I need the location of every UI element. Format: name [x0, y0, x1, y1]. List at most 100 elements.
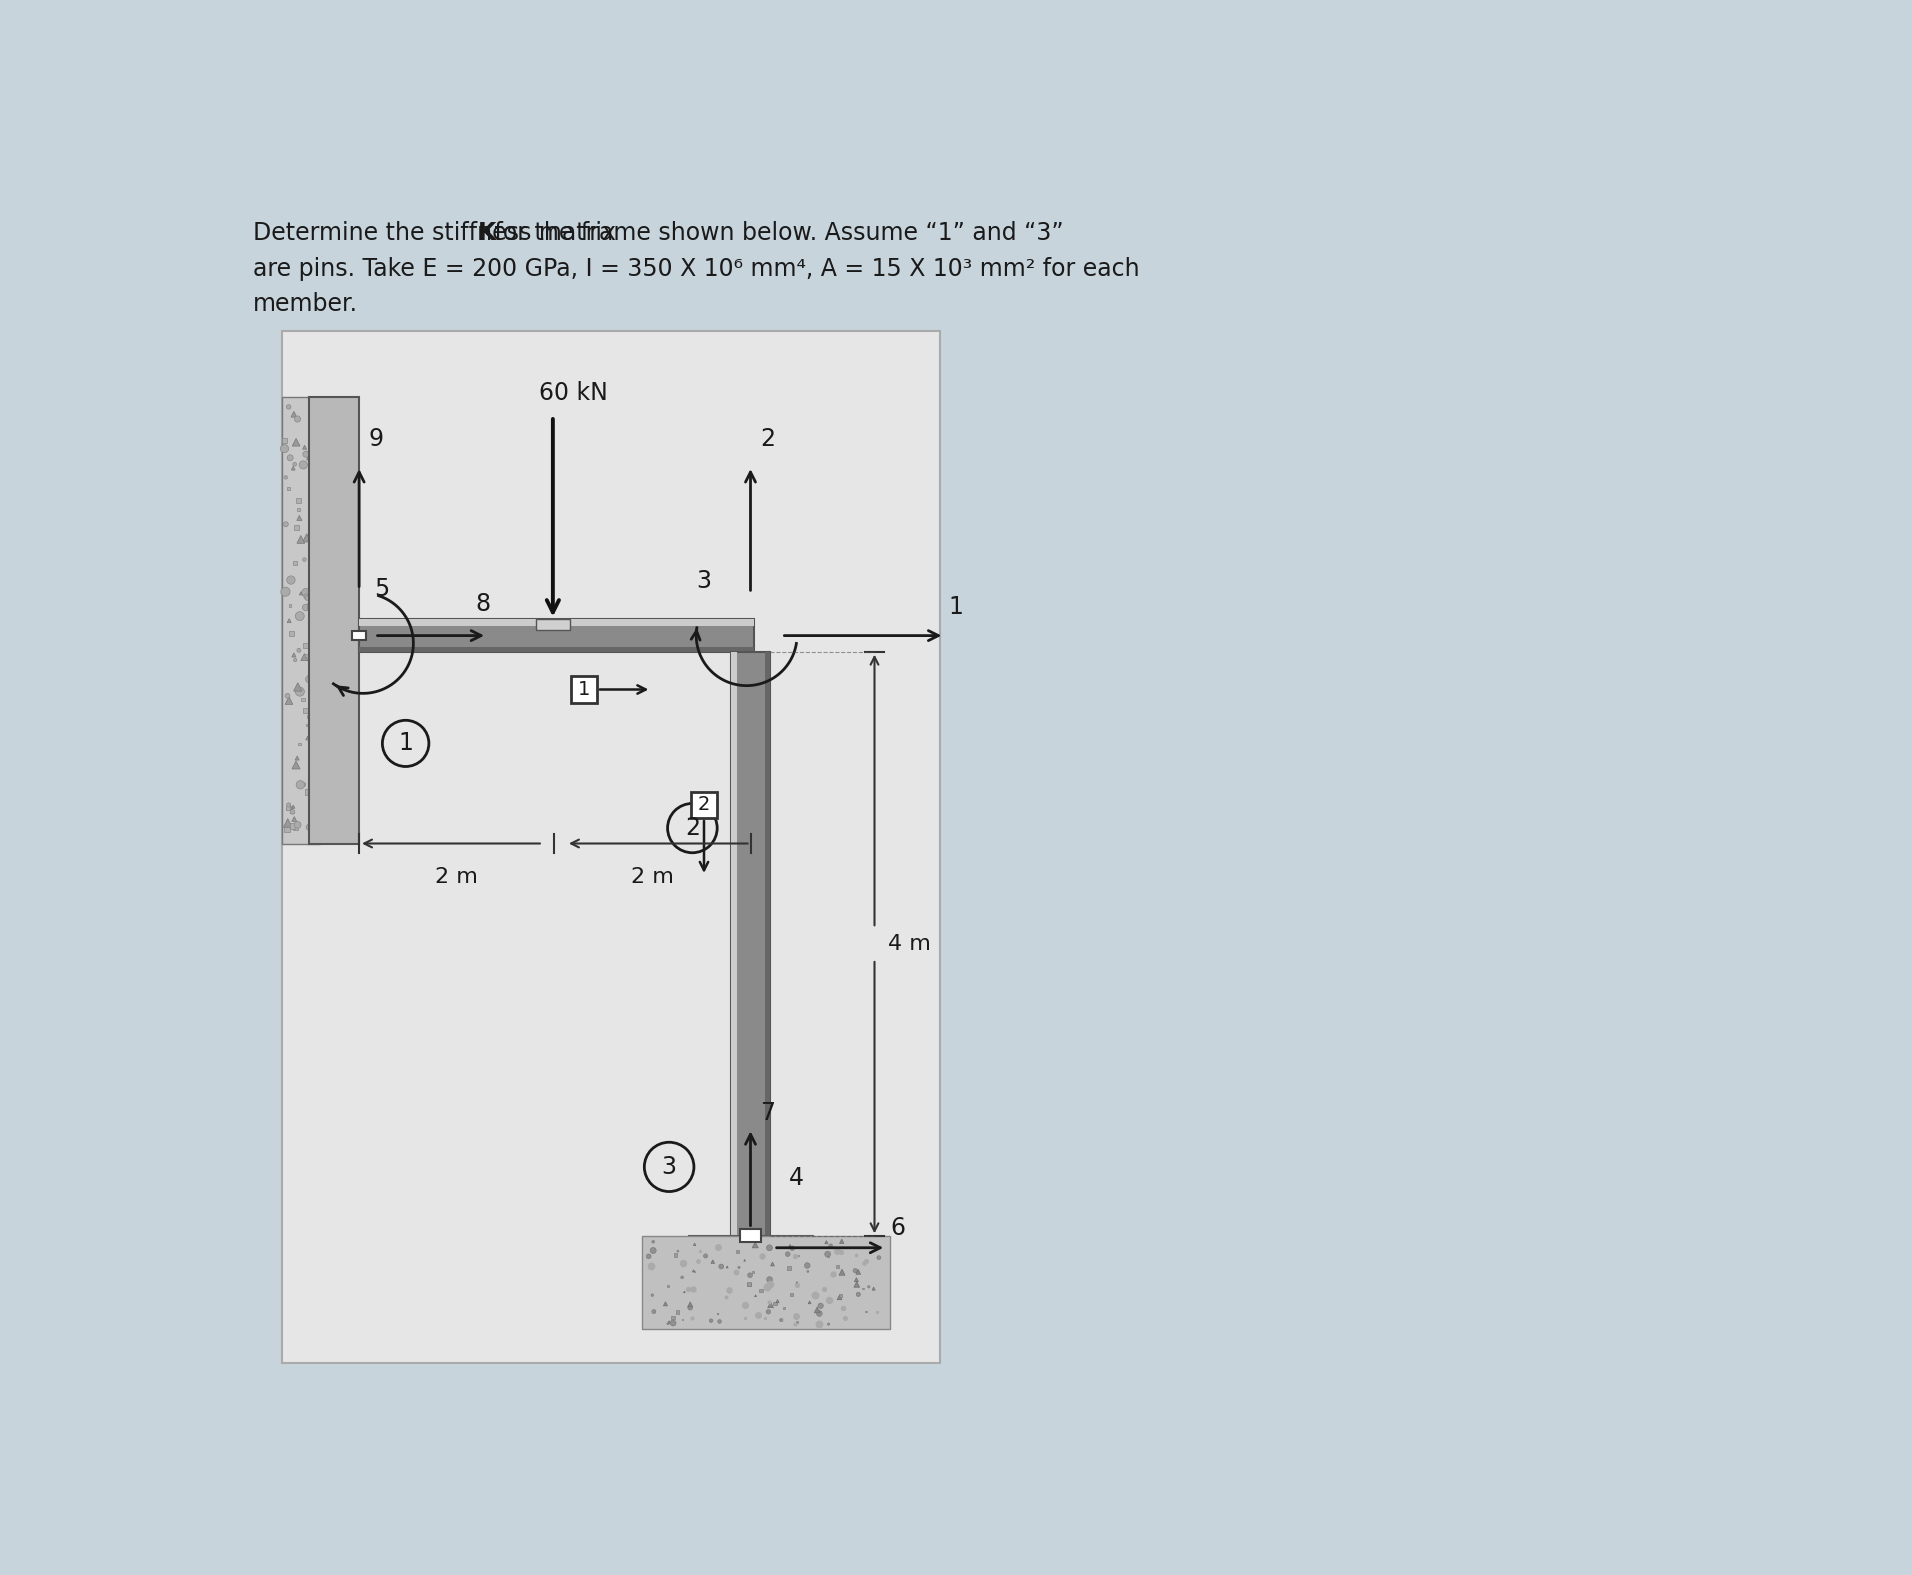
Circle shape — [853, 1268, 857, 1273]
Polygon shape — [293, 816, 296, 822]
Circle shape — [302, 589, 310, 597]
Text: 5: 5 — [375, 576, 390, 602]
Bar — [308, 397, 359, 844]
Text: 7: 7 — [759, 1101, 774, 1125]
Circle shape — [652, 1309, 656, 1314]
Polygon shape — [293, 761, 300, 769]
Circle shape — [298, 461, 308, 469]
Polygon shape — [839, 1240, 843, 1244]
Polygon shape — [291, 466, 294, 469]
Bar — [688, 1236, 813, 1266]
Text: 8: 8 — [476, 592, 491, 616]
Polygon shape — [283, 819, 293, 827]
Bar — [306, 715, 310, 718]
Circle shape — [652, 1241, 654, 1243]
Bar — [690, 792, 717, 817]
Circle shape — [306, 824, 312, 830]
Polygon shape — [293, 654, 296, 657]
Circle shape — [294, 687, 304, 696]
Polygon shape — [291, 810, 294, 814]
Bar — [312, 460, 315, 465]
Polygon shape — [837, 1295, 841, 1299]
Circle shape — [767, 1277, 772, 1282]
Polygon shape — [809, 1301, 811, 1304]
Polygon shape — [294, 682, 302, 691]
Circle shape — [287, 405, 291, 410]
Circle shape — [285, 693, 291, 698]
Bar — [352, 632, 365, 639]
Polygon shape — [663, 1301, 667, 1306]
Polygon shape — [306, 454, 312, 460]
Circle shape — [291, 810, 294, 814]
Circle shape — [816, 1310, 822, 1317]
Circle shape — [717, 1320, 721, 1323]
Circle shape — [669, 1320, 677, 1326]
Polygon shape — [824, 1241, 828, 1244]
Text: for the frame shown below. Assume “1” and “3”: for the frame shown below. Assume “1” an… — [488, 222, 1063, 246]
Text: 2 m: 2 m — [631, 866, 673, 887]
Bar — [359, 619, 755, 625]
Polygon shape — [293, 438, 300, 446]
Polygon shape — [291, 411, 296, 417]
Bar — [294, 524, 298, 529]
Circle shape — [688, 1306, 692, 1310]
Circle shape — [296, 649, 300, 652]
Bar — [748, 1282, 751, 1287]
Bar — [293, 561, 296, 565]
Circle shape — [287, 455, 293, 461]
Polygon shape — [694, 1243, 696, 1246]
Bar — [287, 487, 289, 490]
Bar — [306, 724, 308, 726]
Circle shape — [677, 1251, 679, 1252]
Circle shape — [281, 587, 291, 597]
Bar — [289, 605, 291, 606]
Circle shape — [818, 1303, 824, 1309]
Polygon shape — [872, 1287, 876, 1290]
Bar — [302, 643, 308, 647]
Text: 2: 2 — [759, 427, 774, 450]
Polygon shape — [788, 1244, 792, 1247]
Polygon shape — [688, 1303, 692, 1307]
Polygon shape — [285, 696, 293, 704]
Bar — [359, 647, 755, 652]
Bar — [296, 509, 300, 510]
Bar — [289, 632, 294, 636]
Bar — [310, 446, 312, 449]
Polygon shape — [855, 1282, 860, 1287]
Polygon shape — [296, 536, 304, 543]
Circle shape — [786, 1252, 790, 1257]
Bar — [287, 806, 291, 810]
Text: 2: 2 — [698, 795, 709, 814]
Text: 4: 4 — [790, 1166, 805, 1191]
Polygon shape — [296, 515, 302, 520]
Circle shape — [306, 676, 312, 682]
Polygon shape — [692, 1269, 694, 1273]
Bar — [671, 1315, 675, 1320]
Bar — [283, 438, 287, 443]
Text: are pins. Take E = 200 GPa, I = 350 X 10⁶ mm⁴, A = 15 X 10³ mm² for each: are pins. Take E = 200 GPa, I = 350 X 10… — [252, 257, 1140, 280]
Bar — [535, 619, 570, 630]
Circle shape — [828, 1244, 832, 1247]
Bar — [675, 1310, 679, 1314]
Circle shape — [293, 463, 296, 466]
Text: 4 m: 4 m — [889, 934, 931, 953]
Bar — [751, 1271, 753, 1273]
Polygon shape — [855, 1277, 858, 1282]
Bar — [836, 1265, 839, 1268]
Circle shape — [296, 781, 304, 789]
Circle shape — [805, 1263, 811, 1268]
Bar — [740, 1228, 761, 1243]
Polygon shape — [302, 534, 312, 542]
Bar — [298, 743, 300, 745]
Circle shape — [308, 674, 315, 682]
Text: Determine the stiffness matrix: Determine the stiffness matrix — [252, 222, 623, 246]
Polygon shape — [302, 446, 306, 449]
Text: 6: 6 — [889, 1216, 904, 1240]
Polygon shape — [857, 1269, 860, 1274]
Bar — [359, 619, 755, 652]
Circle shape — [304, 589, 314, 597]
Polygon shape — [310, 679, 317, 687]
Circle shape — [302, 558, 306, 561]
Text: K: K — [478, 222, 495, 246]
Polygon shape — [300, 654, 308, 660]
